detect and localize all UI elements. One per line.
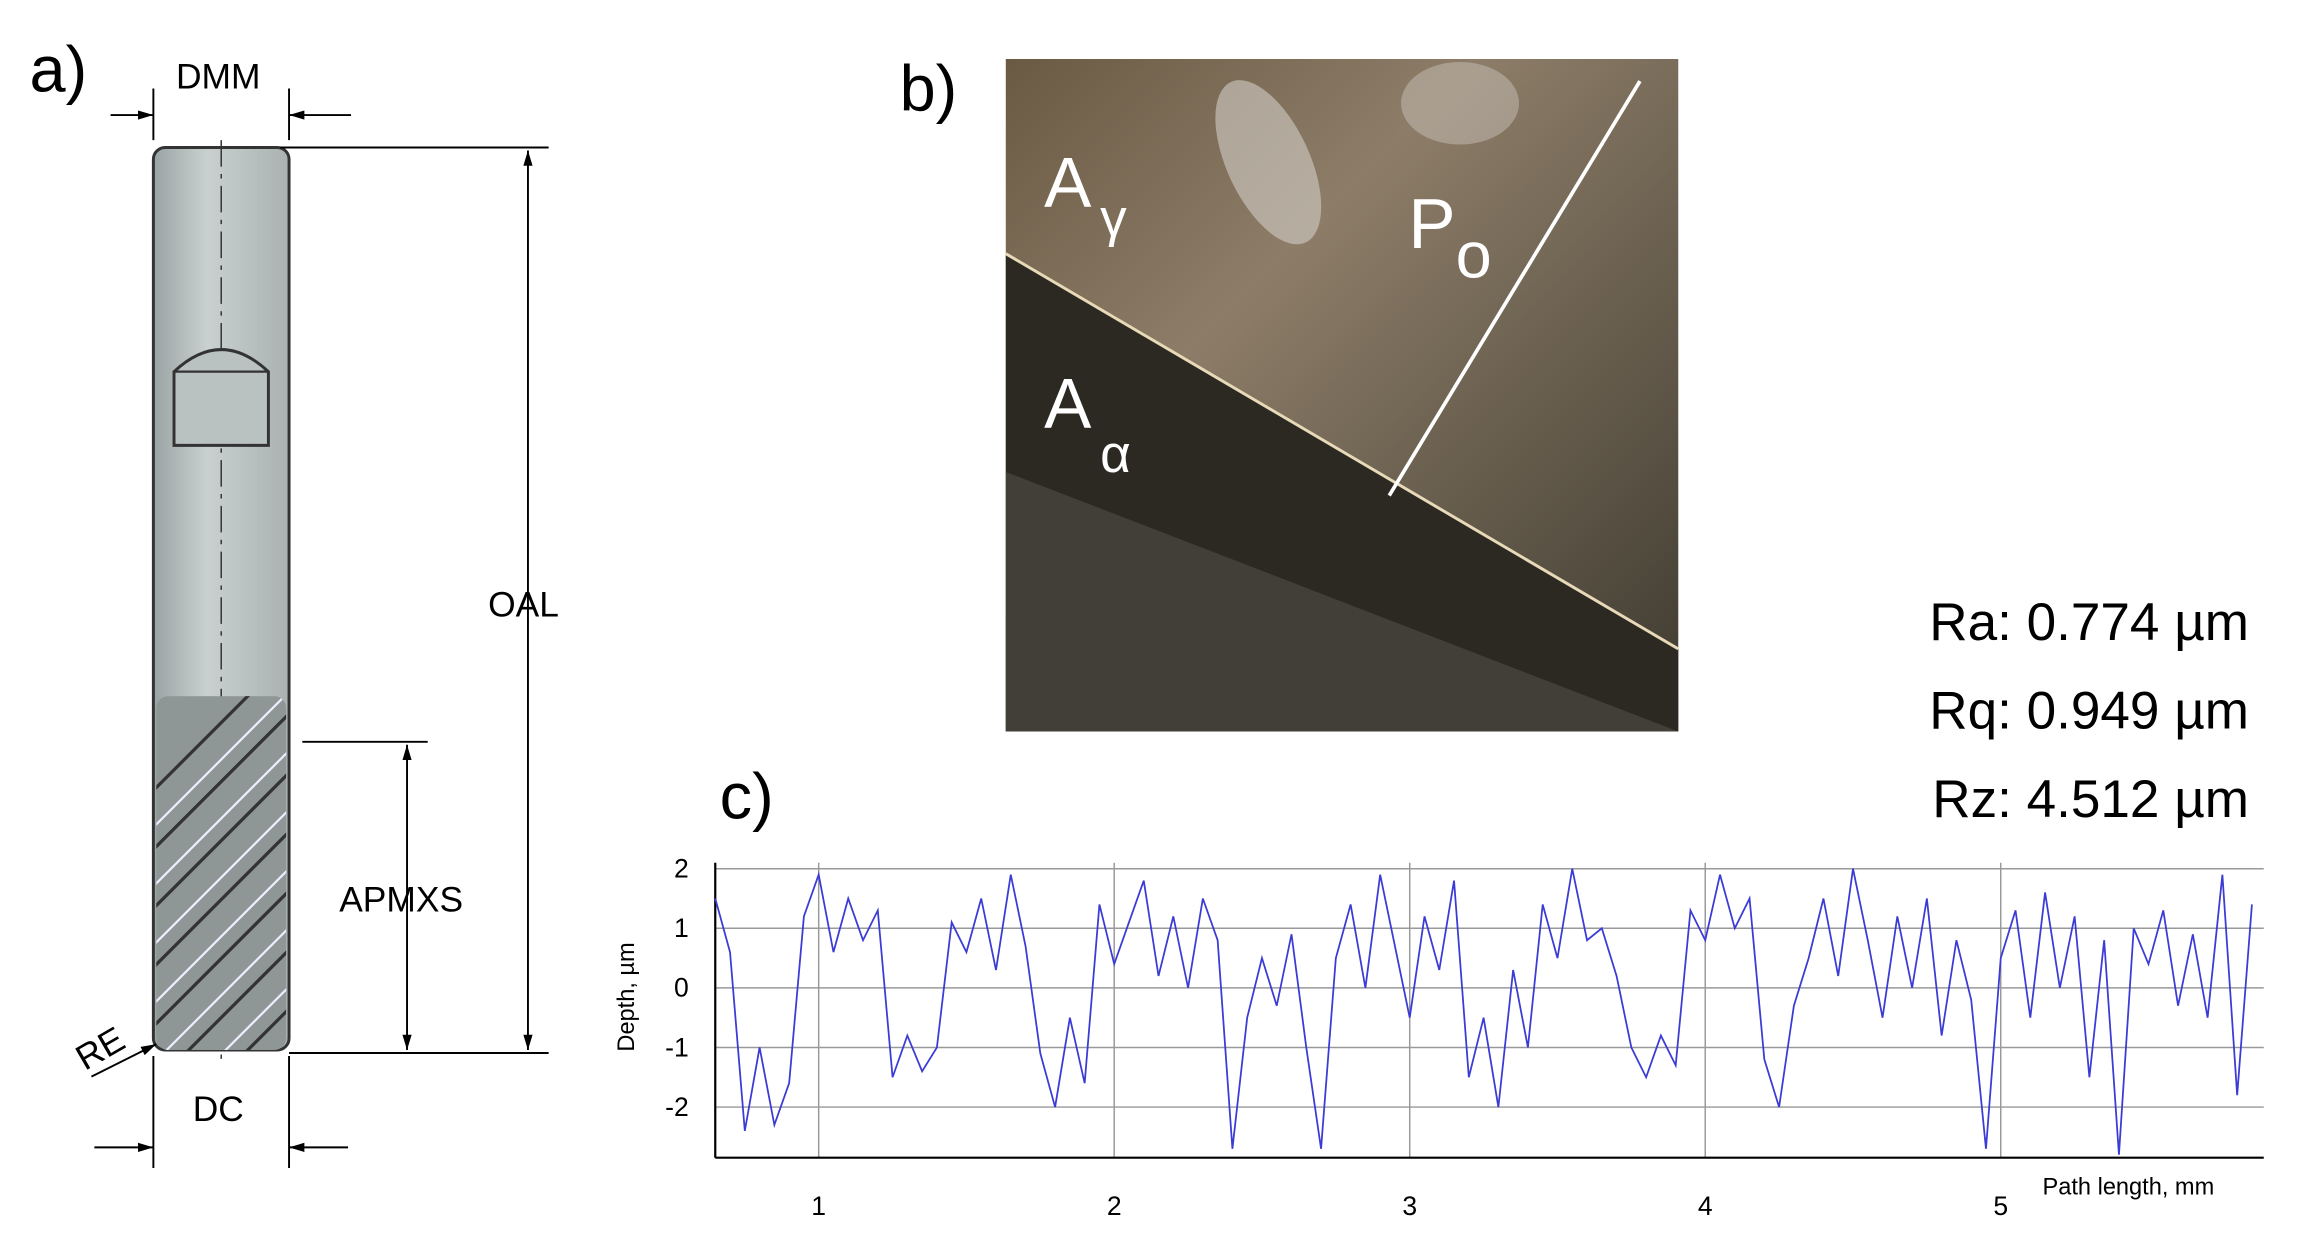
dim-label: DC	[193, 1090, 244, 1129]
face-sub: γ	[1100, 189, 1127, 248]
face-letter: A	[1044, 364, 1092, 443]
panel-label: b)	[900, 52, 958, 125]
roughness: Ra: 0.774 µm	[1929, 593, 2249, 652]
profile-line	[714, 868, 2253, 1155]
dim-label: OAL	[488, 585, 559, 624]
dim-label: APMXS	[339, 880, 463, 919]
x-tick-label: 3	[1402, 1191, 1417, 1221]
panel-label: c)	[720, 760, 774, 833]
x-axis-label: Path length, mm	[2043, 1174, 2215, 1200]
plot: 2 1 0 -1 -2 1 2 3 4 5	[665, 854, 2264, 1221]
y-tick-label: 0	[674, 973, 689, 1003]
plot-area	[715, 862, 2264, 1158]
panel-label: a)	[29, 32, 87, 105]
x-tick-label: 5	[1993, 1191, 2008, 1221]
plane-label: Po	[1408, 184, 1491, 291]
y-tick-label: -2	[665, 1092, 689, 1122]
roughness: Rq: 0.949 µm	[1929, 682, 2249, 741]
x-tick-label: 2	[1107, 1191, 1122, 1221]
y-tick-label: 1	[674, 913, 689, 943]
x-tick-label: 4	[1698, 1191, 1713, 1221]
y-tick-label: -1	[665, 1032, 689, 1062]
face-letter: A	[1044, 142, 1092, 221]
flutes	[156, 696, 287, 1051]
dim-label: RE	[69, 1020, 131, 1078]
plane-line	[1387, 80, 1642, 497]
roughness: Rz: 4.512 µm	[1932, 770, 2249, 829]
y-tick-label: 2	[674, 854, 689, 884]
flat	[172, 348, 270, 447]
tool-drawing: a) DMM OAL APMXS RE DC	[29, 32, 559, 1169]
x-tick-label: 1	[811, 1191, 826, 1221]
face-label: Aα	[1044, 364, 1131, 484]
plane-sub: o	[1456, 218, 1492, 291]
plane-letter: P	[1408, 184, 1455, 263]
face-sub: α	[1100, 425, 1131, 484]
y-axis-label: Depth, µm	[613, 942, 639, 1051]
dim-label: DMM	[176, 58, 260, 97]
